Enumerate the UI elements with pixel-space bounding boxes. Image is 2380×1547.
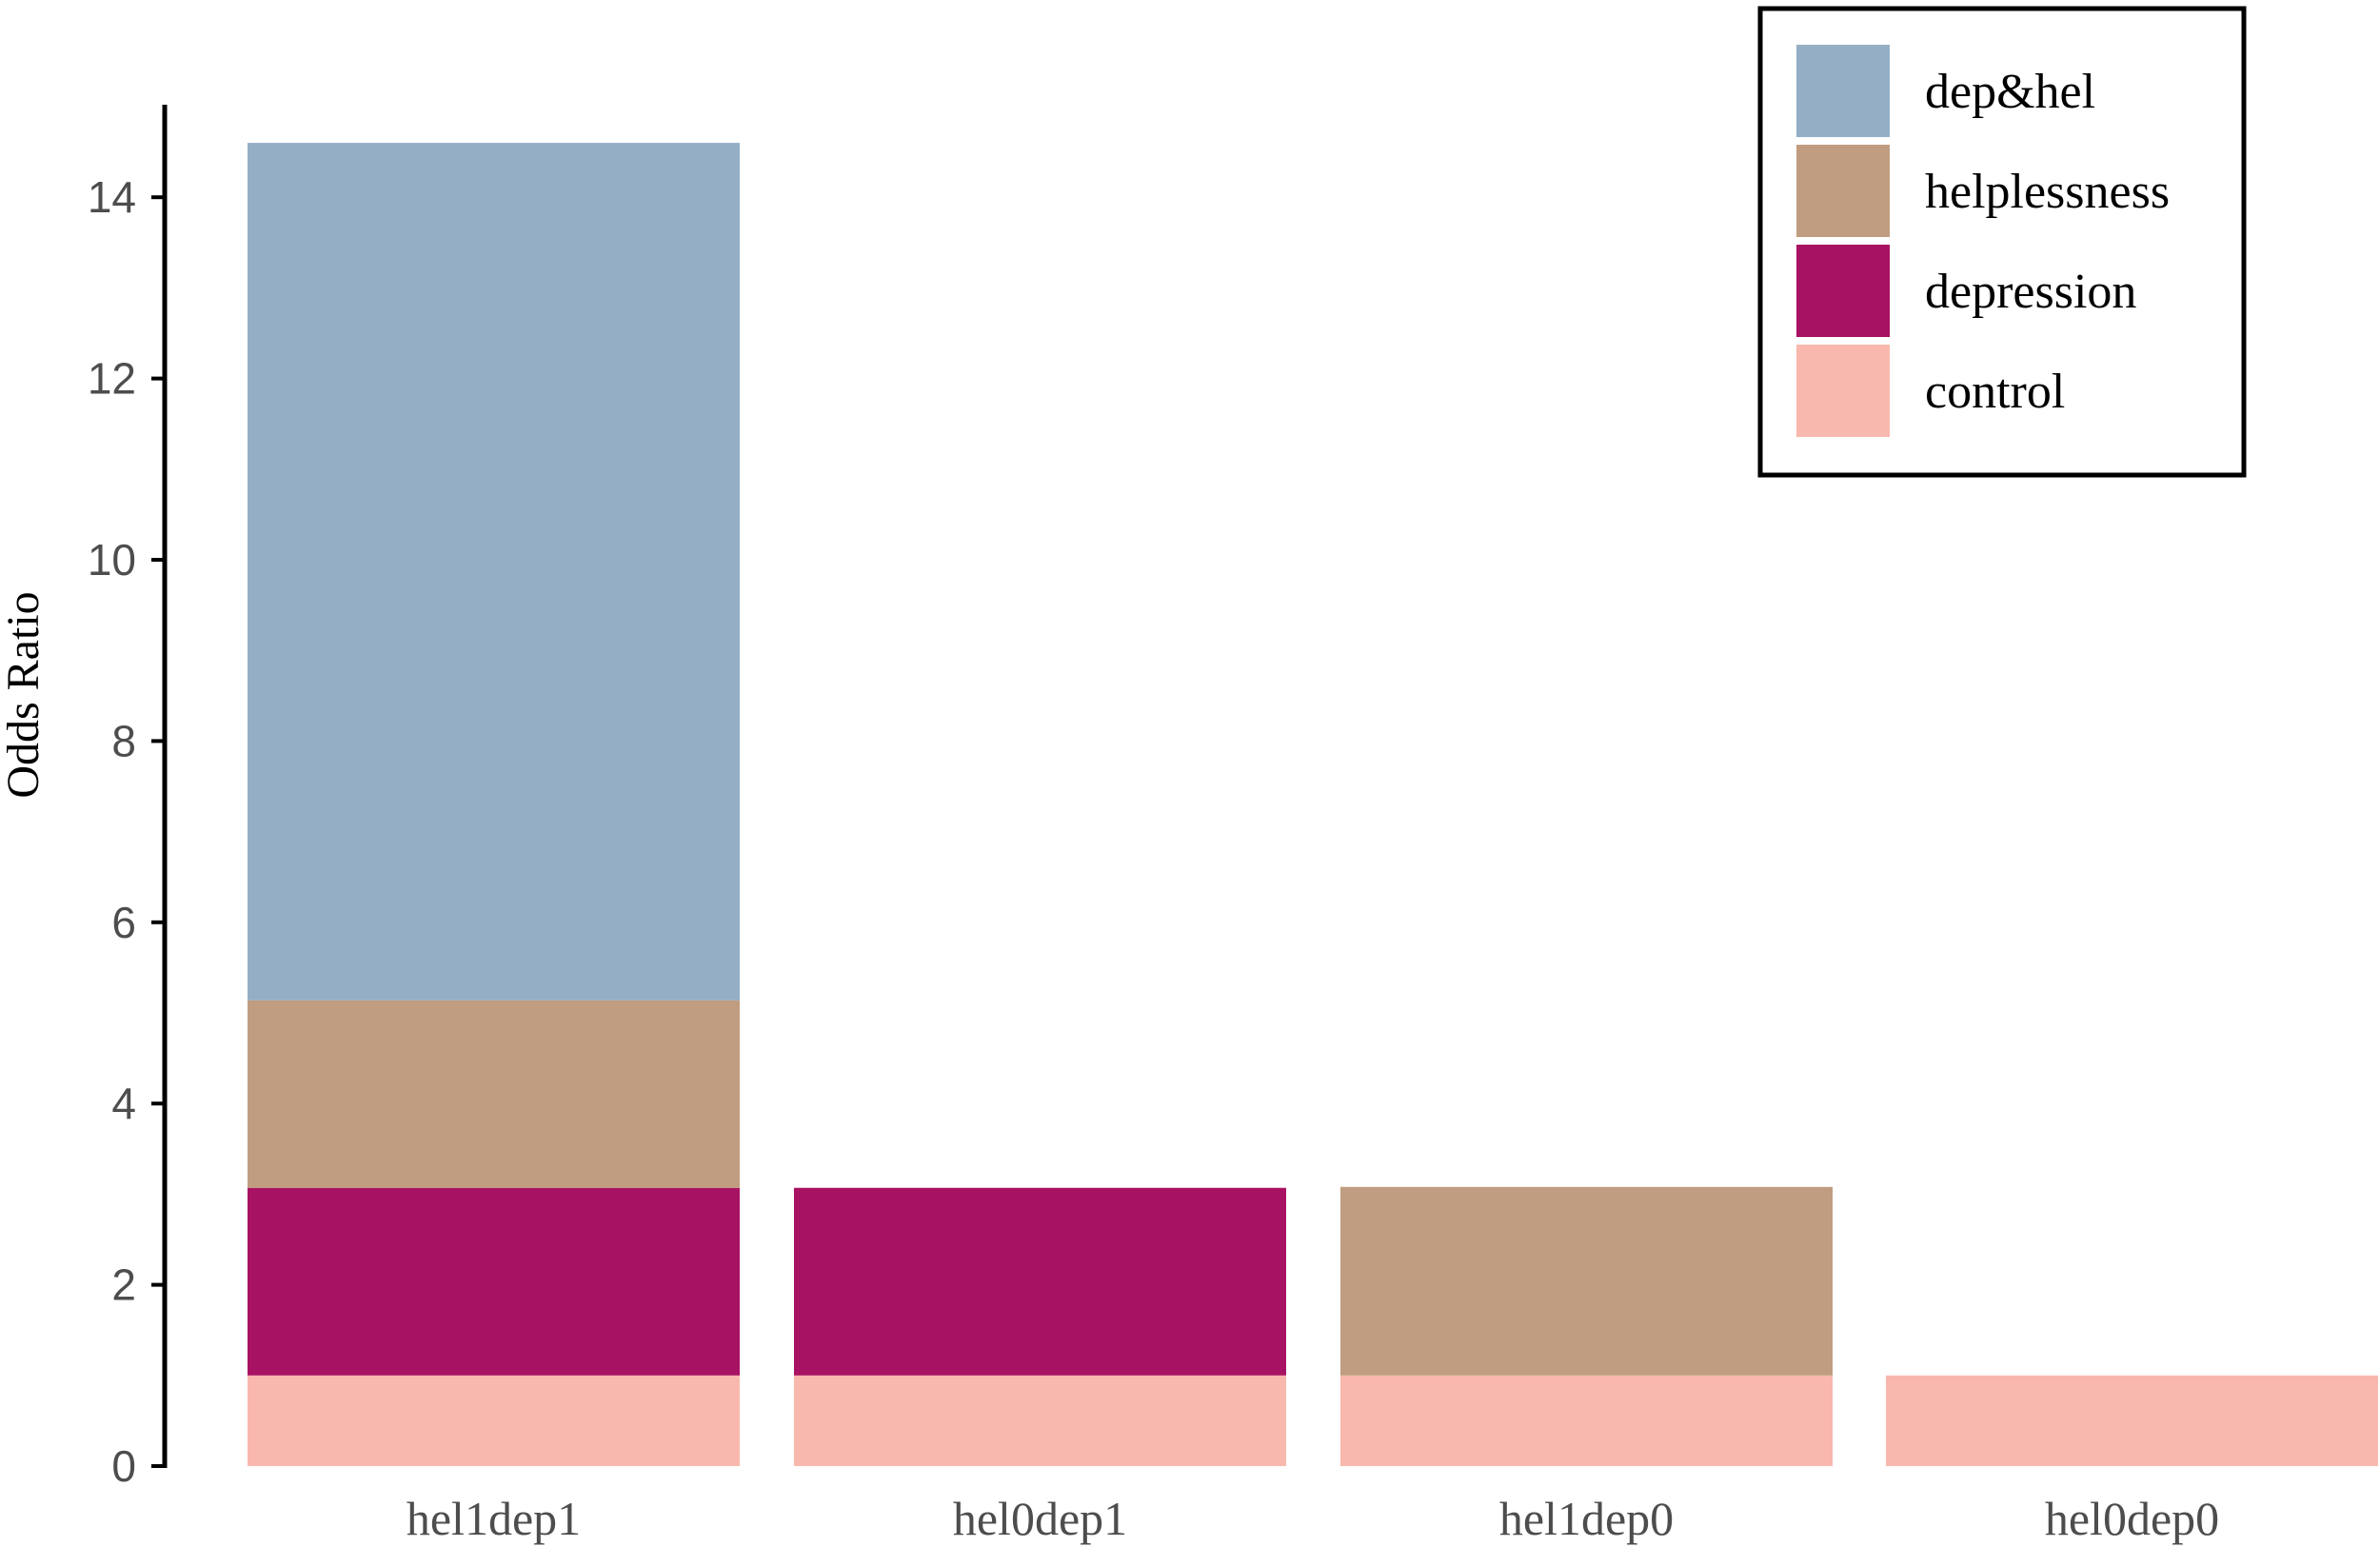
y-tick-label-2: 2 (111, 1260, 136, 1310)
legend-swatch-helplessness (1796, 145, 1890, 237)
bar-hel0dep0-control (1886, 1375, 2378, 1466)
y-axis-title: Odds Ratio (0, 591, 49, 798)
legend-swatch-dephel (1796, 45, 1890, 137)
legend-swatch-depression (1796, 245, 1890, 337)
bar-hel0dep1-depression (794, 1187, 1286, 1376)
legend-label-control: control (1925, 365, 2065, 419)
x-tick-label-hel1dep0: hel1dep0 (1499, 1492, 1674, 1545)
legend-label-depression: depression (1925, 265, 2136, 319)
legend-swatch-control (1796, 345, 1890, 437)
bar-hel1dep1-depression (248, 1187, 740, 1376)
legend: dep&hel helplessness depression control (1757, 6, 2247, 478)
y-tick-label-12: 12 (88, 354, 136, 404)
legend-label-dephel: dep&hel (1925, 65, 2095, 119)
x-tick-label-hel1dep1: hel1dep1 (407, 1492, 581, 1545)
y-tick-label-10: 10 (88, 535, 136, 585)
x-tick-label-hel0dep1: hel0dep1 (953, 1492, 1127, 1545)
plot-area: hel1dep1 hel0dep1 hel1dep0 hel0dep0 0 2 4 6 8 10 1… (88, 105, 2378, 1545)
bar-hel1dep1-helplessness (248, 1000, 740, 1188)
bar-hel1dep1-dephel (248, 143, 740, 1001)
bar-hel1dep1-control (248, 1375, 740, 1466)
bar-hel1dep0-control (1340, 1375, 1833, 1466)
x-tick-label-hel0dep0: hel0dep0 (2045, 1492, 2219, 1545)
legend-label-helplessness: helplessness (1925, 165, 2170, 219)
y-tick-label-4: 4 (111, 1079, 136, 1128)
y-tick-label-14: 14 (88, 172, 136, 222)
y-tick-label-6: 6 (111, 898, 136, 947)
y-tick-label-8: 8 (111, 716, 136, 765)
bar-hel1dep0-helplessness (1340, 1186, 1833, 1376)
bar-hel0dep1-control (794, 1375, 1286, 1466)
y-tick-label-0: 0 (111, 1441, 136, 1491)
